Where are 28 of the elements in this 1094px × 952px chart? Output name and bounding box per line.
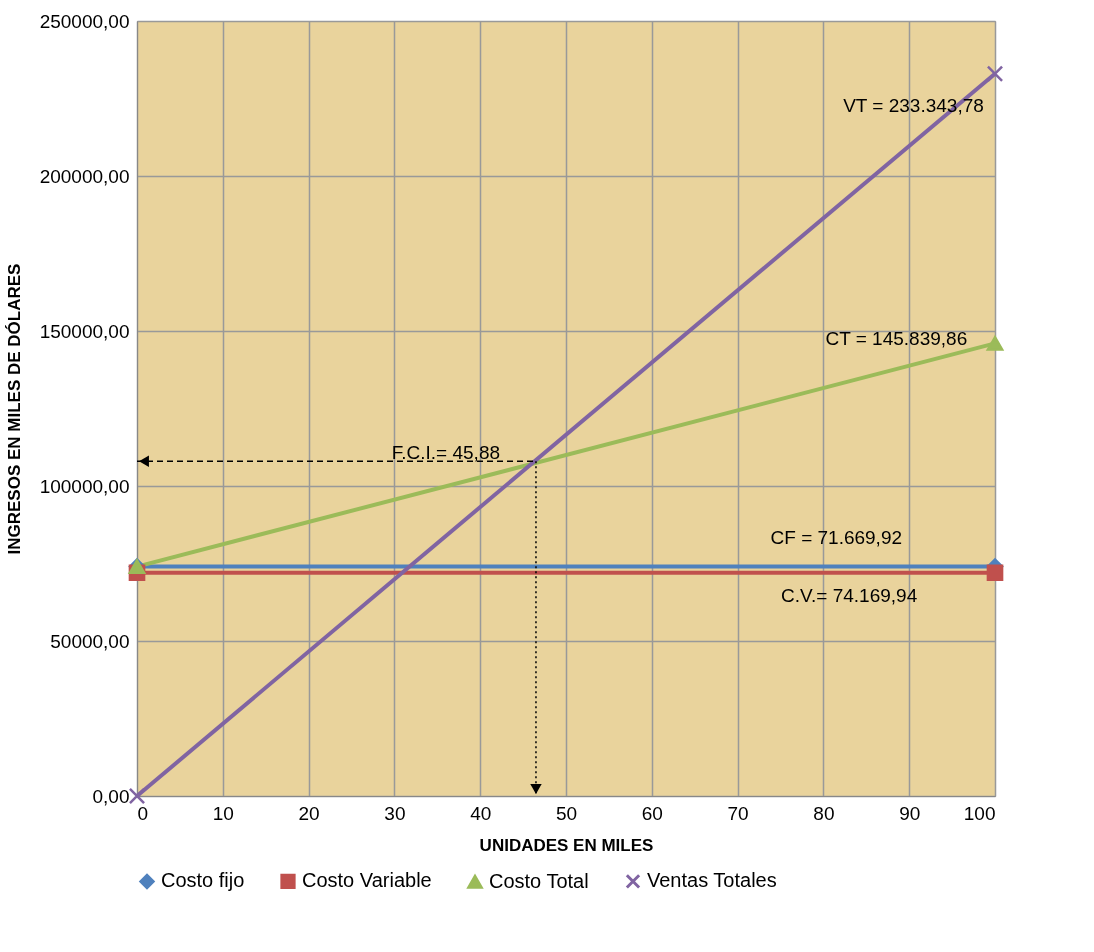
y-tick-label: 250000,00 bbox=[39, 10, 130, 32]
x-tick-label: 100 bbox=[963, 802, 996, 824]
x-axis-title: UNIDADES EN MILES bbox=[479, 835, 654, 855]
annotation: C.V.= 74.169,94 bbox=[781, 585, 918, 607]
y-tick-label: 150000,00 bbox=[39, 320, 130, 342]
legend-label: Ventas Totales bbox=[647, 869, 777, 892]
legend-label: Costo Variable bbox=[302, 869, 432, 892]
x-tick-label: 0 bbox=[137, 802, 149, 824]
y-tick-label: 0,00 bbox=[92, 785, 130, 807]
x-tick-label: 50 bbox=[555, 802, 578, 824]
annotation: VT = 233.343,78 bbox=[843, 95, 984, 117]
legend-label: Costo fijo bbox=[161, 869, 245, 892]
x-tick-label: 70 bbox=[727, 802, 749, 824]
x-tick-label: 90 bbox=[899, 802, 921, 824]
x-tick-label: 20 bbox=[298, 802, 320, 824]
legend-label: Costo Total bbox=[489, 869, 589, 892]
y-axis-title: INGRESOS EN MILES DE DÓLARES bbox=[4, 263, 24, 555]
y-tick-label: 50000,00 bbox=[50, 630, 130, 652]
x-tick-label: 60 bbox=[641, 802, 663, 824]
annotation: F.C.I.= 45,88 bbox=[391, 442, 501, 464]
x-tick-label: 30 bbox=[384, 802, 406, 824]
annotation: CT = 145.839,86 bbox=[825, 327, 968, 349]
annotation: CF = 71.669,92 bbox=[770, 526, 903, 548]
x-tick-label: 10 bbox=[212, 802, 234, 824]
x-tick-label: 80 bbox=[813, 802, 835, 824]
y-tick-label: 200000,00 bbox=[39, 165, 130, 187]
x-tick-label: 40 bbox=[470, 802, 492, 824]
y-tick-label: 100000,00 bbox=[39, 475, 130, 497]
